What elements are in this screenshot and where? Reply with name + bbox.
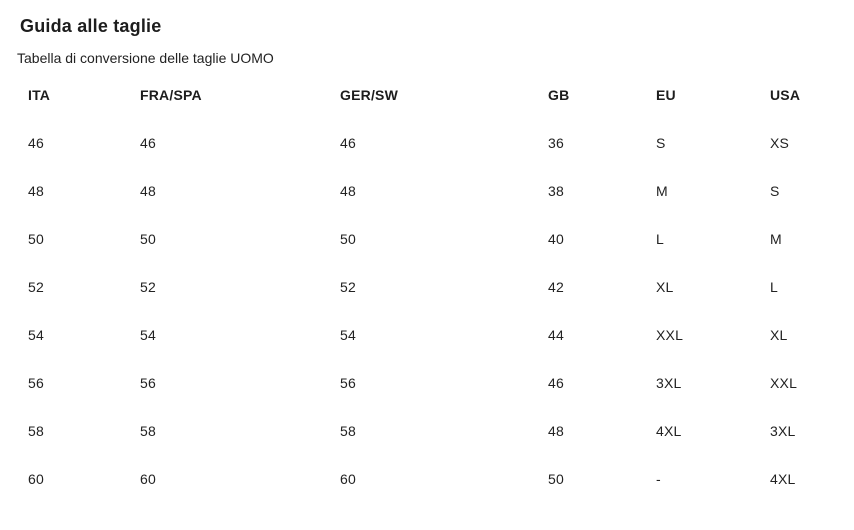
cell-ger-sw: 46 [340, 135, 356, 151]
cell-ger-sw: 60 [340, 471, 356, 487]
cell-usa: M [770, 231, 782, 247]
cell-fra-spa: 50 [140, 231, 156, 247]
cell-fra-spa: 52 [140, 279, 156, 295]
cell-fra-spa: 58 [140, 423, 156, 439]
cell-ger-sw: 50 [340, 231, 356, 247]
column-header-ger-sw: GER/SW [340, 87, 398, 103]
size-conversion-table: ITA FRA/SPA GER/SW GB EU USA 46 46 46 36… [0, 71, 854, 503]
cell-eu: XXL [656, 327, 684, 343]
cell-eu: 4XL [656, 423, 682, 439]
cell-gb: 46 [548, 375, 564, 391]
cell-eu: S [656, 135, 666, 151]
cell-ger-sw: 52 [340, 279, 356, 295]
cell-ger-sw: 56 [340, 375, 356, 391]
cell-gb: 50 [548, 471, 564, 487]
cell-ita: 58 [28, 423, 44, 439]
cell-ita: 48 [28, 183, 44, 199]
column-header-gb: GB [548, 87, 570, 103]
cell-ita: 52 [28, 279, 44, 295]
table-row: 54 54 54 44 XXL XL [0, 311, 854, 359]
table-row: 56 56 56 46 3XL XXL [0, 359, 854, 407]
cell-eu: M [656, 183, 668, 199]
cell-usa: XL [770, 327, 788, 343]
cell-gb: 40 [548, 231, 564, 247]
cell-usa: 3XL [770, 423, 796, 439]
cell-usa: 4XL [770, 471, 796, 487]
cell-fra-spa: 60 [140, 471, 156, 487]
table-row: 60 60 60 50 - 4XL [0, 455, 854, 503]
table-row: 48 48 48 38 M S [0, 167, 854, 215]
cell-ger-sw: 58 [340, 423, 356, 439]
cell-eu: - [656, 471, 661, 487]
cell-eu: 3XL [656, 375, 682, 391]
column-header-ita: ITA [28, 87, 51, 103]
cell-gb: 38 [548, 183, 564, 199]
cell-ger-sw: 54 [340, 327, 356, 343]
cell-ita: 56 [28, 375, 44, 391]
table-row: 52 52 52 42 XL L [0, 263, 854, 311]
cell-gb: 44 [548, 327, 564, 343]
cell-usa: XXL [770, 375, 798, 391]
cell-eu: L [656, 231, 664, 247]
cell-gb: 36 [548, 135, 564, 151]
cell-gb: 48 [548, 423, 564, 439]
cell-ita: 50 [28, 231, 44, 247]
cell-usa: XS [770, 135, 790, 151]
table-header-row: ITA FRA/SPA GER/SW GB EU USA [0, 71, 854, 119]
cell-ger-sw: 48 [340, 183, 356, 199]
page-subtitle: Tabella di conversione delle taglie UOMO [17, 50, 274, 66]
cell-gb: 42 [548, 279, 564, 295]
cell-ita: 60 [28, 471, 44, 487]
cell-fra-spa: 56 [140, 375, 156, 391]
column-header-usa: USA [770, 87, 801, 103]
column-header-fra-spa: FRA/SPA [140, 87, 202, 103]
cell-fra-spa: 48 [140, 183, 156, 199]
table-row: 50 50 50 40 L M [0, 215, 854, 263]
page-title: Guida alle taglie [20, 16, 162, 36]
cell-ita: 54 [28, 327, 44, 343]
cell-fra-spa: 54 [140, 327, 156, 343]
cell-usa: S [770, 183, 780, 199]
table-row: 58 58 58 48 4XL 3XL [0, 407, 854, 455]
cell-eu: XL [656, 279, 674, 295]
cell-usa: L [770, 279, 778, 295]
table-row: 46 46 46 36 S XS [0, 119, 854, 167]
column-header-eu: EU [656, 87, 676, 103]
cell-fra-spa: 46 [140, 135, 156, 151]
cell-ita: 46 [28, 135, 44, 151]
